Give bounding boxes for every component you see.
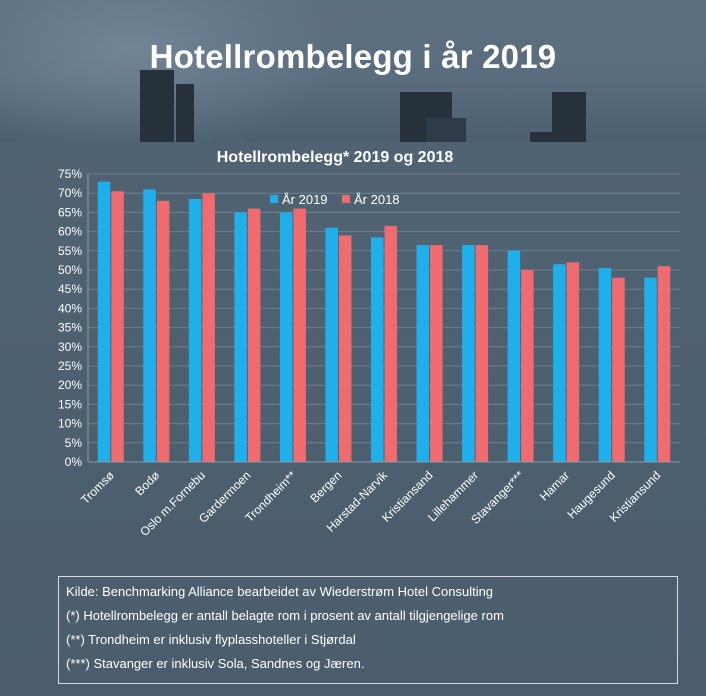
building-silhouette <box>530 132 552 142</box>
bar-2018 <box>156 200 170 462</box>
bar-2018 <box>293 208 306 462</box>
legend: År 2019 År 2018 <box>270 192 400 207</box>
y-tick-label: 30% <box>58 340 82 354</box>
gridlines <box>88 173 680 463</box>
bar-2018 <box>521 270 534 462</box>
bar-2019 <box>188 198 202 462</box>
x-tick-label: Tromsø <box>78 468 117 507</box>
bar-2018 <box>475 245 489 462</box>
y-tick-label: 15% <box>58 397 82 411</box>
bar-2018 <box>202 193 215 462</box>
bar-2019 <box>462 245 475 462</box>
footnote-3: (***) Stavanger er inklusiv Sola, Sandne… <box>66 656 365 671</box>
y-tick-label: 45% <box>58 282 82 296</box>
building-silhouette <box>552 92 586 142</box>
building-silhouette <box>426 118 466 142</box>
legend-label: År 2019 <box>282 192 328 207</box>
y-tick-label: 10% <box>58 417 82 431</box>
chart-title: Hotellrombelegg* 2019 og 2018 <box>217 149 454 166</box>
bar-2019 <box>97 181 111 462</box>
y-tick-label: 0% <box>65 455 83 469</box>
y-tick-label: 55% <box>58 244 82 258</box>
x-tick-label: Bodø <box>132 468 163 499</box>
source-note: Kilde: Benchmarking Alliance bearbeidet … <box>66 584 494 599</box>
y-tick-label: 35% <box>58 321 82 335</box>
y-tick-label: 50% <box>58 263 82 277</box>
bar-2019 <box>143 189 156 463</box>
y-tick-label: 60% <box>58 225 82 239</box>
y-axis: 0% 5% 10% 15% 20% 25% 30% 35% 40% 45% 50% 55% 60% 65%… <box>58 167 89 469</box>
legend-label: År 2018 <box>354 192 400 207</box>
y-tick-label: 40% <box>58 301 82 315</box>
y-tick-label: 25% <box>58 359 82 373</box>
bar-2018 <box>566 262 580 462</box>
bar-2019 <box>644 277 657 462</box>
bar-2019 <box>416 245 430 462</box>
hero-banner: Hotellrombelegg i år 2019 <box>0 0 706 142</box>
legend-swatch <box>342 195 350 203</box>
bar-2019 <box>553 264 566 462</box>
bar-2018 <box>338 235 352 462</box>
y-tick-label: 5% <box>65 436 83 450</box>
bar-2018 <box>657 266 671 462</box>
bar-2019 <box>234 212 247 462</box>
bar-2018 <box>430 245 443 462</box>
bar-2019 <box>325 227 338 462</box>
y-tick-label: 20% <box>58 378 82 392</box>
bar-chart: Hotellrombelegg* 2019 og 2018 0% 5% 10% 15%… <box>58 149 680 539</box>
bar-2018 <box>111 191 124 462</box>
bar-2018 <box>384 225 397 462</box>
bar-2018 <box>612 277 625 462</box>
footnote-2: (**) Trondheim er inklusiv flyplasshotel… <box>66 632 356 647</box>
footnote-1: (*) Hotellrombelegg er antall belagte ro… <box>66 608 504 623</box>
bars <box>97 181 671 463</box>
legend-swatch <box>270 195 278 203</box>
building-silhouette <box>140 70 174 142</box>
bar-2019 <box>279 212 293 462</box>
y-tick-label: 75% <box>58 167 82 181</box>
bar-2019 <box>507 250 521 462</box>
page-title: Hotellrombelegg i år 2019 <box>149 38 557 75</box>
bar-2018 <box>247 208 261 462</box>
building-silhouette <box>176 84 194 142</box>
y-tick-label: 65% <box>58 205 82 219</box>
x-tick-label: Bergen <box>307 468 344 505</box>
x-tick-label: Hamar <box>537 468 572 503</box>
notes-box: Kilde: Benchmarking Alliance bearbeidet … <box>58 576 678 684</box>
y-tick-label: 70% <box>58 186 82 200</box>
bar-2019 <box>371 237 384 462</box>
bar-2019 <box>598 268 612 462</box>
